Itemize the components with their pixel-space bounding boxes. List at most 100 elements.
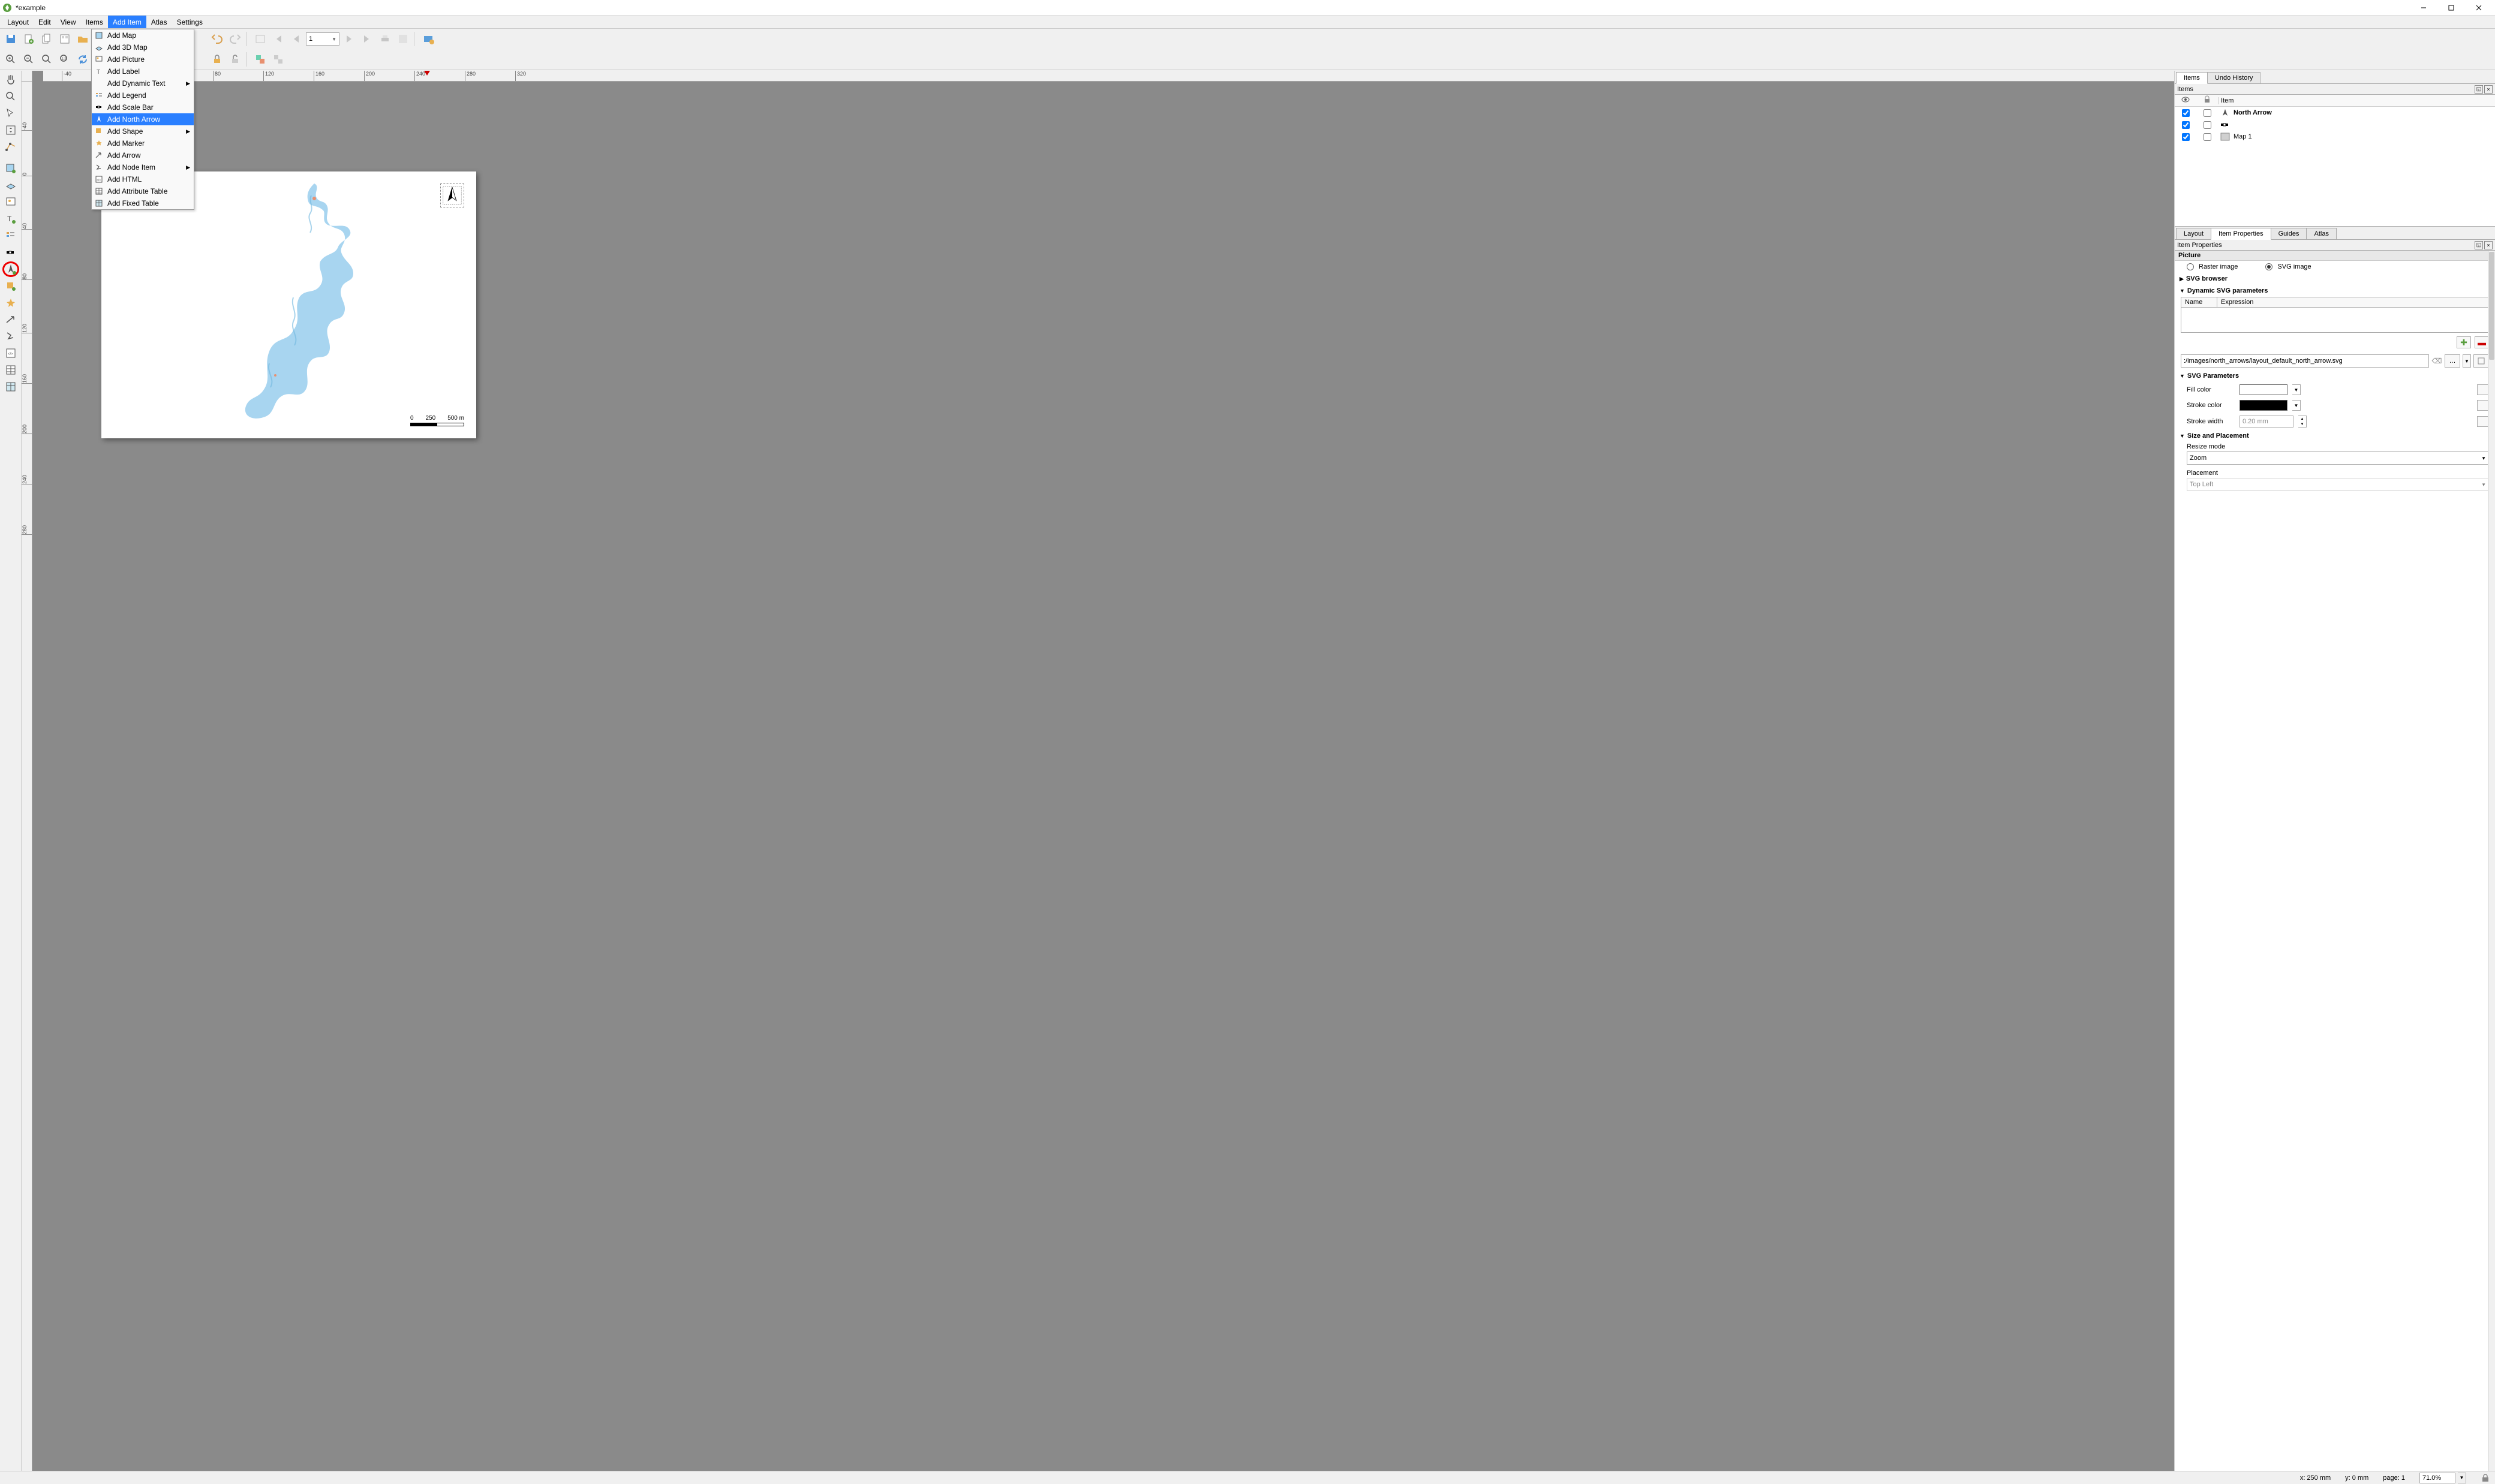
add-html-tool[interactable]: </>	[2, 345, 19, 361]
menu-edit[interactable]: Edit	[34, 16, 56, 28]
atlas-toggle-button[interactable]	[252, 31, 269, 47]
layout-manager-button[interactable]	[56, 31, 73, 47]
props-scrollbar[interactable]	[2488, 251, 2495, 1471]
lock-icon[interactable]	[2481, 1473, 2490, 1483]
refresh-button[interactable]	[74, 51, 91, 68]
browse-path-button[interactable]: …	[2445, 354, 2460, 368]
unlock-button[interactable]	[227, 51, 244, 68]
zoom-dropdown[interactable]: ▼	[2458, 1473, 2466, 1483]
maximize-button[interactable]	[2437, 0, 2465, 16]
item-lock-checkbox[interactable]	[2204, 133, 2211, 141]
dropdown-item-add-shape[interactable]: Add Shape▶	[92, 125, 194, 137]
dropdown-item-add-node-item[interactable]: Add Node Item▶	[92, 161, 194, 173]
section-svg-browser[interactable]: SVG browser	[2186, 275, 2228, 282]
canvas-viewport[interactable]: 0 250 500 m	[32, 82, 2174, 1471]
item-visibility-checkbox[interactable]	[2182, 133, 2190, 141]
add-north-arrow-tool[interactable]	[2, 261, 19, 277]
stroke-color-dropdown[interactable]: ▼	[2292, 400, 2301, 411]
print-button[interactable]	[377, 31, 393, 47]
page-number-input[interactable]: 1▼	[306, 32, 339, 46]
zoom-100-button[interactable]: 1:1	[56, 51, 73, 68]
save-button[interactable]	[2, 31, 19, 47]
scalebar-item[interactable]: 0 250 500 m	[410, 415, 464, 426]
close-button[interactable]	[2465, 0, 2493, 16]
dropdown-item-add-label[interactable]: TAdd Label	[92, 65, 194, 77]
item-row[interactable]: North Arrow	[2175, 107, 2495, 119]
tab-undo-history[interactable]: Undo History	[2207, 72, 2261, 83]
add-legend-tool[interactable]	[2, 228, 19, 243]
menu-atlas[interactable]: Atlas	[146, 16, 172, 28]
stroke-color-override[interactable]	[2477, 400, 2489, 411]
dropdown-item-add-attribute-table[interactable]: Add Attribute Table	[92, 185, 194, 197]
svg-param-table[interactable]: Name Expression	[2181, 297, 2489, 333]
section-size-placement[interactable]: Size and Placement	[2187, 432, 2249, 440]
dropdown-item-add-north-arrow[interactable]: Add North Arrow	[92, 113, 194, 125]
menu-settings[interactable]: Settings	[172, 16, 208, 28]
item-row[interactable]: Map 1	[2175, 131, 2495, 143]
pan-tool[interactable]	[2, 72, 19, 88]
dropdown-item-add-marker[interactable]: Add Marker	[92, 137, 194, 149]
tab-item-properties[interactable]: Item Properties	[2211, 228, 2271, 240]
add-scalebar-tool[interactable]	[2, 245, 19, 260]
tab-layout-props[interactable]: Layout	[2176, 228, 2211, 239]
add-map-tool[interactable]	[2, 161, 19, 176]
item-lock-checkbox[interactable]	[2204, 109, 2211, 117]
add-picture-tool[interactable]	[2, 194, 19, 210]
add-marker-tool[interactable]	[2, 295, 19, 311]
add-table-tool[interactable]	[2, 362, 19, 378]
dropdown-item-add-fixed-table[interactable]: Add Fixed Table	[92, 197, 194, 209]
ungroup-button[interactable]	[270, 51, 287, 68]
dropdown-item-add-dynamic-text[interactable]: Add Dynamic Text▶	[92, 77, 194, 89]
tab-atlas-props[interactable]: Atlas	[2306, 228, 2336, 239]
placement-select[interactable]: Top Left▼	[2187, 478, 2489, 491]
stroke-width-input[interactable]: 0.20 mm	[2240, 416, 2293, 428]
fill-color-override[interactable]	[2477, 384, 2489, 395]
menu-items[interactable]: Items	[81, 16, 108, 28]
duplicate-button[interactable]	[38, 31, 55, 47]
dropdown-item-add-legend[interactable]: Add Legend	[92, 89, 194, 101]
item-row[interactable]	[2175, 119, 2495, 131]
atlas-prev-button[interactable]	[288, 31, 305, 47]
remove-param-button[interactable]: ▬	[2475, 336, 2489, 348]
dropdown-item-add-scale-bar[interactable]: Add Scale Bar	[92, 101, 194, 113]
north-arrow-item[interactable]	[440, 183, 464, 207]
zoom-tool[interactable]	[2, 89, 19, 104]
group-button[interactable]	[252, 51, 269, 68]
zoom-out-button[interactable]	[20, 51, 37, 68]
add-arrow-tool[interactable]	[2, 312, 19, 327]
item-lock-checkbox[interactable]	[2204, 121, 2211, 129]
tab-items[interactable]: Items	[2176, 72, 2208, 84]
panel-close-icon[interactable]: ×	[2484, 241, 2493, 249]
dropdown-item-add-picture[interactable]: Add Picture	[92, 53, 194, 65]
menu-add-item[interactable]: Add Item	[108, 16, 146, 28]
add-param-button[interactable]: ✚	[2457, 336, 2471, 348]
new-layout-button[interactable]	[20, 31, 37, 47]
add-label-tool[interactable]: T	[2, 211, 19, 227]
open-template-button[interactable]	[74, 31, 91, 47]
atlas-last-button[interactable]	[359, 31, 375, 47]
lock-button[interactable]	[209, 51, 226, 68]
undo-button[interactable]	[209, 31, 226, 47]
atlas-settings-button[interactable]	[420, 31, 437, 47]
fill-color-dropdown[interactable]: ▼	[2292, 384, 2301, 395]
path-override-button[interactable]	[2473, 354, 2489, 368]
menu-layout[interactable]: Layout	[2, 16, 34, 28]
section-svg-parameters[interactable]: SVG Parameters	[2187, 372, 2239, 380]
item-visibility-checkbox[interactable]	[2182, 109, 2190, 117]
move-content-tool[interactable]	[2, 122, 19, 138]
redo-button[interactable]	[227, 31, 244, 47]
svg-path-input[interactable]	[2181, 354, 2429, 368]
path-dropdown-button[interactable]: ▼	[2463, 354, 2471, 368]
atlas-next-button[interactable]	[341, 31, 357, 47]
clear-path-button[interactable]: ⌫	[2431, 357, 2442, 365]
edit-nodes-tool[interactable]	[2, 139, 19, 155]
add-fixed-table-tool[interactable]	[2, 379, 19, 395]
fill-color-swatch[interactable]	[2240, 384, 2287, 395]
zoom-full-button[interactable]	[38, 51, 55, 68]
dropdown-item-add-map[interactable]: Add Map	[92, 29, 194, 41]
panel-float-icon[interactable]: ◱	[2475, 85, 2483, 94]
tab-guides[interactable]: Guides	[2271, 228, 2307, 239]
resize-mode-select[interactable]: Zoom▼	[2187, 451, 2489, 465]
item-visibility-checkbox[interactable]	[2182, 121, 2190, 129]
add-3dmap-tool[interactable]	[2, 177, 19, 193]
